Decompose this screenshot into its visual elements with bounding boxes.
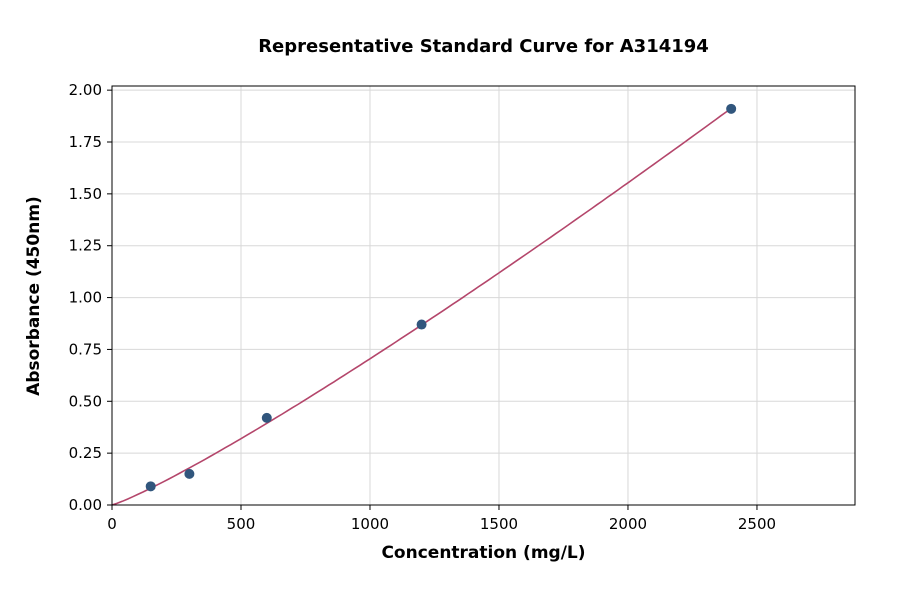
data-point (261, 412, 272, 423)
y-tick-label: 1.50 (69, 185, 102, 203)
data-point (145, 481, 156, 492)
y-tick-label: 0.75 (69, 340, 102, 358)
y-tick-label: 1.25 (69, 237, 102, 255)
plot-border (111, 85, 856, 506)
y-tick-label: 0.25 (69, 444, 102, 462)
chart-title: Representative Standard Curve for A31419… (258, 36, 709, 57)
y-tick-label: 0.50 (69, 392, 102, 410)
x-tick-label: 2000 (609, 515, 647, 533)
x-tick-label: 500 (227, 515, 256, 533)
y-tick-label: 2.00 (69, 81, 102, 99)
y-tick-label: 0.00 (69, 496, 102, 514)
x-tick-label: 0 (107, 515, 117, 533)
x-tick-label: 1000 (351, 515, 389, 533)
x-axis-label: Concentration (mg/L) (381, 543, 586, 563)
x-tick-label: 2500 (738, 515, 776, 533)
y-tick-label: 1.00 (69, 289, 102, 307)
y-tick-label: 1.75 (69, 133, 102, 151)
x-tick-label: 1500 (480, 515, 518, 533)
data-point (184, 468, 195, 479)
data-point (726, 103, 737, 114)
fit-curve (111, 107, 732, 506)
data-point (416, 319, 427, 330)
